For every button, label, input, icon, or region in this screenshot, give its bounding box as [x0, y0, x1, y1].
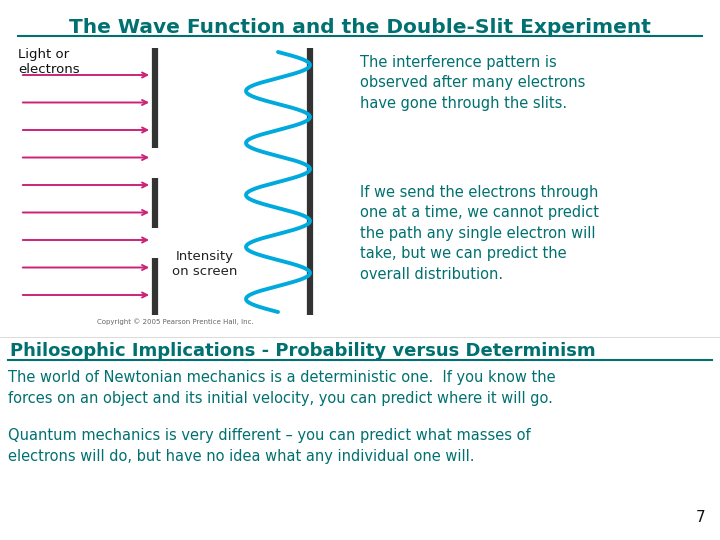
Text: Philosophic Implications - Probability versus Determinism: Philosophic Implications - Probability v…: [10, 342, 595, 360]
Text: Light or
electrons: Light or electrons: [18, 48, 80, 76]
Text: Quantum mechanics is very different – you can predict what masses of
electrons w: Quantum mechanics is very different – yo…: [8, 428, 531, 464]
Text: The Wave Function and the Double-Slit Experiment: The Wave Function and the Double-Slit Ex…: [69, 18, 651, 37]
Text: The interference pattern is
observed after many electrons
have gone through the : The interference pattern is observed aft…: [360, 55, 585, 111]
Text: 7: 7: [696, 510, 705, 525]
Text: The world of Newtonian mechanics is a deterministic one.  If you know the
forces: The world of Newtonian mechanics is a de…: [8, 370, 556, 406]
Text: Copyright © 2005 Pearson Prentice Hall, Inc.: Copyright © 2005 Pearson Prentice Hall, …: [96, 318, 253, 325]
Text: If we send the electrons through
one at a time, we cannot predict
the path any s: If we send the electrons through one at …: [360, 185, 599, 281]
Text: Intensity
on screen: Intensity on screen: [172, 250, 238, 278]
